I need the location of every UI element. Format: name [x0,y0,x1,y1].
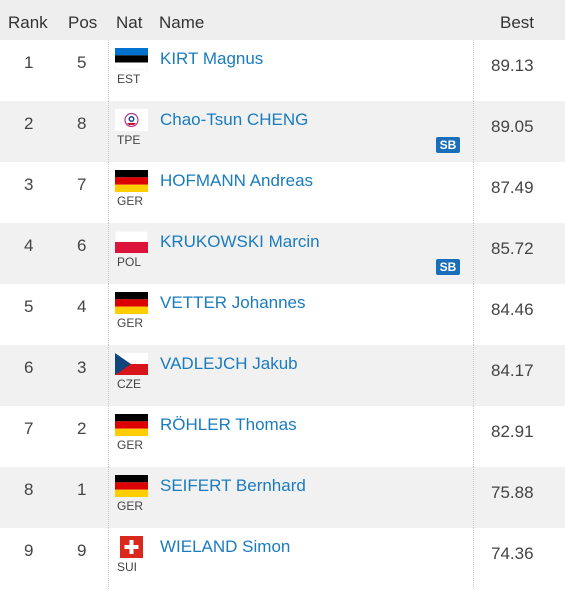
pos-cell: 4 [77,297,87,316]
nat-code: CZE [117,377,141,391]
pos-cell: 9 [77,541,87,560]
table-row: 7 2 GER RÖHLER Thomas 82.91 [0,406,565,467]
table-row: 3 7 GER HOFMANN Andreas 87.49 [0,162,565,223]
table-row: 1 5 EST KIRT Magnus 89.13 [0,40,565,101]
best-mark: 74.36 [491,544,534,563]
pos-cell: 2 [77,419,87,438]
table-header: Rank Pos Nat Name Best [0,0,565,40]
rank-cell: 7 [24,419,34,438]
table-row: 8 1 GER SEIFERT Bernhard 75.88 [0,467,565,528]
nat-code: GER [117,438,144,452]
rank-cell: 4 [24,236,34,255]
header-nat[interactable]: Nat [116,13,143,32]
rank-cell: 1 [24,53,34,72]
flag-germany-icon [115,170,148,192]
header-pos[interactable]: Pos [68,13,98,32]
best-mark: 82.91 [491,422,534,441]
nat-code: TPE [117,133,141,147]
nat-code: GER [117,499,144,513]
athlete-name-link[interactable]: Chao-Tsun CHENG [160,110,309,129]
athlete-name-link[interactable]: SEIFERT Bernhard [160,476,306,495]
rank-cell: 6 [24,358,34,377]
best-mark: 89.13 [491,56,534,75]
table-row: 5 4 GER VETTER Johannes 84.46 [0,284,565,345]
pos-cell: 6 [77,236,87,255]
athlete-name-link[interactable]: KIRT Magnus [160,49,264,68]
nat-code: GER [117,194,144,208]
best-mark: 84.46 [491,300,534,319]
rank-cell: 3 [24,175,34,194]
header-best[interactable]: Best [500,13,535,32]
athlete-name-link[interactable]: RÖHLER Thomas [160,415,297,434]
best-mark: 85.72 [491,239,534,258]
pos-cell: 8 [77,114,87,133]
table-row: 4 6 POL KRUKOWSKI Marcin SB 85.72 [0,223,565,284]
flag-switzerland-icon [120,536,143,558]
pos-cell: 3 [77,358,87,377]
season-best-badge: SB [436,137,460,153]
header-name[interactable]: Name [159,13,205,32]
header-rank[interactable]: Rank [8,13,48,32]
rank-cell: 9 [24,541,34,560]
pos-cell: 7 [77,175,87,194]
rank-cell: 2 [24,114,34,133]
athlete-name-link[interactable]: VADLEJCH Jakub [160,354,298,373]
flag-czechia-icon [115,353,148,375]
table-row: 6 3 CZE VADLEJCH Jakub 84.17 [0,345,565,406]
best-mark: 87.49 [491,178,534,197]
nat-code: SUI [117,560,138,574]
athlete-name-link[interactable]: KRUKOWSKI Marcin [160,232,320,251]
pos-cell: 5 [77,53,87,72]
rank-cell: 8 [24,480,34,499]
flag-germany-icon [115,414,148,436]
nat-code: EST [117,72,141,86]
nat-code: POL [117,255,142,269]
flag-germany-icon [115,292,148,314]
best-mark: 75.88 [491,483,534,502]
best-mark: 84.17 [491,361,534,380]
athlete-name-link[interactable]: WIELAND Simon [160,537,291,556]
table-row: 2 8 TPE Chao-Tsun CHENG SB 89.05 [0,101,565,162]
season-best-badge: SB [436,259,460,275]
nat-code: GER [117,316,144,330]
athlete-name-link[interactable]: HOFMANN Andreas [160,171,314,190]
pos-cell: 1 [77,480,87,499]
table-row: 9 9 SUI WIELAND Simon 74.36 [0,528,565,589]
best-mark: 89.05 [491,117,534,136]
rank-cell: 5 [24,297,34,316]
flag-poland-icon [115,231,148,253]
flag-estonia-icon [115,48,148,70]
flag-chinese-taipei-icon [115,109,148,131]
flag-germany-icon [115,475,148,497]
athlete-name-link[interactable]: VETTER Johannes [160,293,306,312]
